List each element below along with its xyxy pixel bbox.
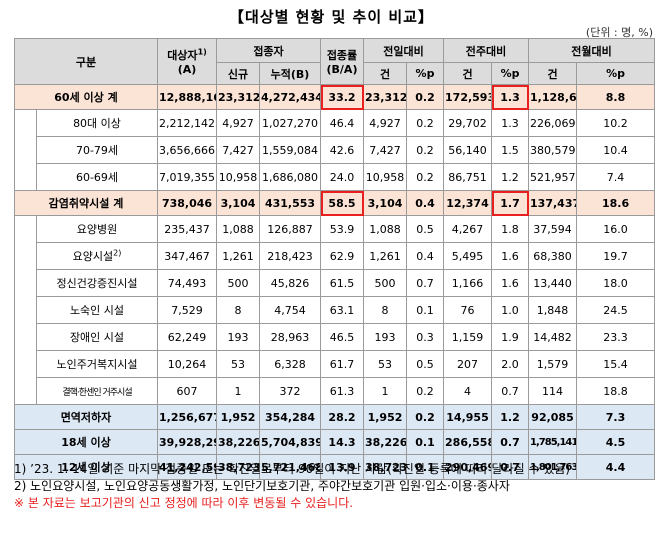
header-cumulative: 누적(B) xyxy=(259,62,321,85)
footnote-2: 2) 노인요양시설, 노인요양공동생활가정, 노인단기보호기관, 주야간보호기관… xyxy=(14,479,510,493)
table-row: 감염취약시설 계 738,046 3,104 431,553 58.5 3,10… xyxy=(14,190,656,216)
header-prev-week: 전주대비 xyxy=(443,38,530,63)
vaccination-table: 구분 대상자1) (A) 접종자 접종률 (B/A) 전일대비 전주대비 전월대비 … xyxy=(14,38,656,480)
footnote-notice: ※ 본 자료는 보고기관의 신고 정정에 따라 이후 변동될 수 있습니다. xyxy=(14,496,354,510)
page-title: 【대상별 현황 및 추이 비교】 xyxy=(229,8,434,26)
header-new: 신규 xyxy=(216,62,260,85)
header-week-pp: %p xyxy=(491,62,530,85)
table-row: 60-69세 7,019,355 10,958 1,686,080 24.0 10,9… xyxy=(15,163,656,191)
header-week-count: 건 xyxy=(443,62,493,85)
table-row: 70-79세 3,656,666 7,427 1,559,084 42.6 7,427… xyxy=(15,136,656,164)
header-target: 대상자1) (A) xyxy=(157,38,217,85)
table-row: 요양시설2) 347,467 1,261 218,423 62.9 1,261 0.4 5… xyxy=(15,242,656,270)
header-category: 구분 xyxy=(14,38,158,85)
header-prev-month: 전월대비 xyxy=(528,38,656,63)
table-row: 60세 이상 계 12,888,163 23,312 4,272,434 33.… xyxy=(14,84,656,110)
header-day-count: 건 xyxy=(363,62,407,85)
header-vaccinated: 접종자 xyxy=(216,38,321,63)
footnotes: 1) ’23. 1. 14일 기준 마지막 접종일 또는 확진일로부터 90일이… xyxy=(14,461,654,512)
unit-label: (단위 : 명, %) xyxy=(585,26,653,39)
table-row: 면역저하자 1,256,677 1,952 354,284 28.2 1,952 0.2… xyxy=(14,404,656,430)
table-row: 80대 이상 2,212,142 4,927 1,027,270 46.4 4,927… xyxy=(14,109,656,191)
header-month-pp: %p xyxy=(576,62,656,85)
table-row: 정신건강증진시설 74,493 500 45,826 61.5 500 0.7 1,166… xyxy=(15,269,656,297)
table-row: 장애인 시설 62,249 193 28,963 46.5 193 0.3 1,159 1.… xyxy=(15,323,656,351)
header-day-pp: %p xyxy=(405,62,445,85)
table-row: 결핵·한센인 거주시설 607 1 372 61.3 1 0.2 4 0.7 114 18.8 xyxy=(15,377,656,405)
table-row: 노숙인 시설 7,529 8 4,754 63.1 8 0.1 76 1.0 1,848 24.… xyxy=(15,296,656,324)
table-row: 요양병원 235,437 1,088 126,887 53.9 1,088 0.5 4,2… xyxy=(14,215,656,405)
header-month-count: 건 xyxy=(528,62,578,85)
table-row: 노인주거복지시설 10,264 53 6,328 61.7 53 0.5 207 2.0 1,… xyxy=(15,350,656,378)
header-rate: 접종률 (B/A) xyxy=(320,38,364,85)
footnote-1: 1) ’23. 1. 14일 기준 마지막 접종일 또는 확진일로부터 90일이… xyxy=(14,462,571,476)
header-prev-day: 전일대비 xyxy=(362,38,445,63)
